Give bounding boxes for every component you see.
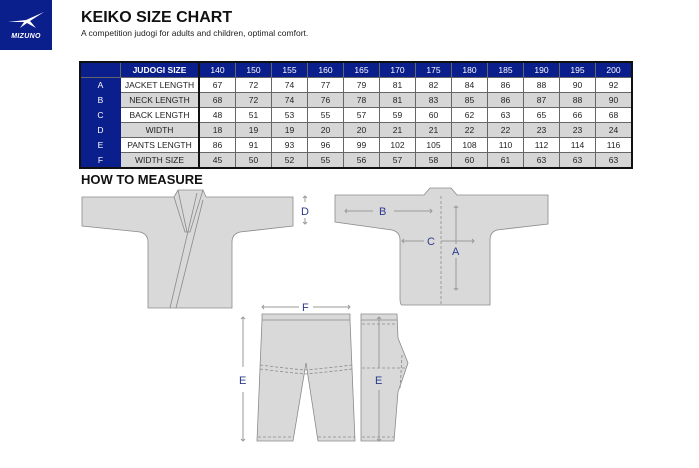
label-e-side: E [375,375,382,387]
size-value: 114 [559,137,596,153]
row-letter: A [79,77,121,93]
page-subtitle: A competition judogi for adults and chil… [81,28,309,38]
size-header: 140 [198,61,236,78]
size-value: 63 [559,152,596,169]
pants-front [256,313,356,442]
size-value: 21 [415,122,452,138]
label-f: F [302,302,309,314]
label-a: A [452,246,460,258]
label-e-front: E [239,375,246,387]
row-name: PANTS LENGTH [120,137,200,153]
header-label: JUDOGI SIZE [120,61,200,78]
how-to-measure-title: HOW TO MEASURE [81,172,203,187]
jacket-front [81,189,294,309]
size-value: 20 [343,122,380,138]
label-b: B [379,206,386,218]
size-value: 45 [198,152,236,169]
logo-text: MIZUNO [11,33,41,40]
runbird-icon [8,12,44,28]
size-header: 180 [451,61,488,78]
row-letter: B [79,92,121,108]
size-value: 60 [451,152,488,169]
size-value: 63 [523,152,560,169]
row-letter: F [79,152,121,169]
size-value: 58 [415,152,452,169]
size-value: 78 [343,92,380,108]
size-value: 52 [271,152,308,169]
size-header: 195 [559,61,596,78]
mizuno-logo: MIZUNO [0,0,52,50]
size-value: 81 [379,92,416,108]
size-value: 61 [487,152,524,169]
size-value: 72 [235,92,272,108]
size-header: 160 [307,61,344,78]
size-value: 88 [559,92,596,108]
size-value: 50 [235,152,272,169]
size-value: 63 [595,152,633,169]
page-title: KEIKO SIZE CHART [81,9,233,26]
size-table: JUDOGI SIZE 140 150 155 160 165 170 175 … [79,61,633,169]
size-value: 24 [595,122,633,138]
size-value: 20 [307,122,344,138]
size-header: 165 [343,61,380,78]
label-c: C [427,236,435,248]
table-row: E PANTS LENGTH 86 91 93 96 99 102 105 108 110 112 11… [79,137,633,153]
size-value: 56 [343,152,380,169]
size-value: 90 [595,92,633,108]
size-value: 87 [523,92,560,108]
size-value: 83 [415,92,452,108]
size-value: 19 [271,122,308,138]
label-d: D [301,206,309,218]
size-value: 102 [379,137,416,153]
size-value: 116 [595,137,633,153]
row-letter: E [79,137,121,153]
size-value: 23 [559,122,596,138]
table-row: F WIDTH SIZE 45 50 52 55 56 57 58 60 61 63 63 63 [79,152,633,169]
size-header: 170 [379,61,416,78]
row-name: WIDTH SIZE [120,152,200,169]
pants-side [360,313,409,442]
jacket-back [334,187,549,306]
